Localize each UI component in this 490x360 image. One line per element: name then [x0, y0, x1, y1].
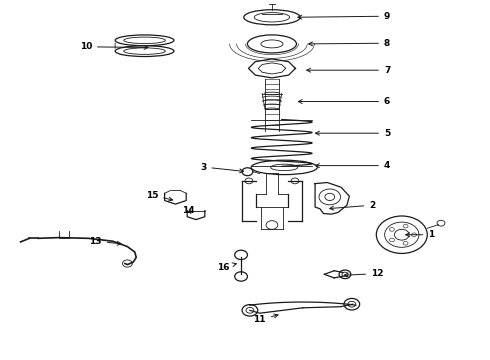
Text: 8: 8 — [309, 39, 390, 48]
Text: 15: 15 — [146, 191, 172, 201]
Text: 11: 11 — [253, 314, 278, 324]
Text: 10: 10 — [79, 42, 148, 51]
Text: 13: 13 — [89, 237, 121, 246]
Text: 5: 5 — [316, 129, 390, 138]
Text: 1: 1 — [406, 230, 434, 239]
Text: 2: 2 — [330, 201, 375, 210]
Text: 4: 4 — [316, 161, 391, 170]
Text: 7: 7 — [307, 66, 391, 75]
Text: 14: 14 — [182, 206, 195, 215]
Text: 6: 6 — [298, 97, 390, 106]
Text: 12: 12 — [344, 269, 384, 278]
Text: 16: 16 — [217, 263, 236, 271]
Text: 9: 9 — [298, 12, 391, 21]
Text: 3: 3 — [200, 163, 244, 173]
